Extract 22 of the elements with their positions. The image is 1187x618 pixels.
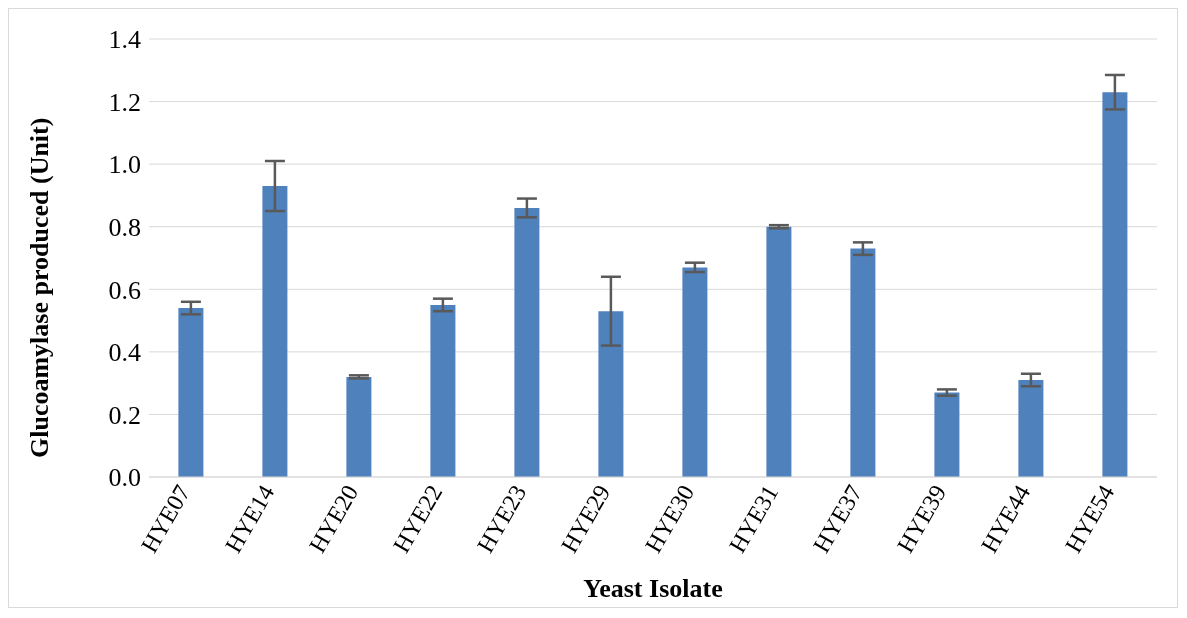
bar bbox=[1018, 380, 1044, 477]
y-tick-label: 0.0 bbox=[108, 463, 141, 493]
y-tick-label: 0.2 bbox=[108, 400, 141, 430]
y-tick-label: 0.4 bbox=[108, 338, 141, 368]
bar bbox=[1102, 92, 1128, 477]
y-axis-title: Glucoamylase produced (Unit) bbox=[25, 117, 55, 458]
bar bbox=[262, 186, 288, 477]
bar bbox=[682, 267, 708, 477]
y-tick-label: 0.6 bbox=[108, 275, 141, 305]
bar bbox=[514, 207, 540, 477]
bar bbox=[598, 311, 624, 477]
y-tick-label: 1.4 bbox=[108, 25, 141, 55]
y-tick-label: 1.0 bbox=[108, 150, 141, 180]
x-axis-title: Yeast Isolate bbox=[583, 574, 723, 603]
bar bbox=[346, 376, 372, 477]
bar bbox=[178, 308, 204, 477]
y-tick-label: 0.8 bbox=[108, 212, 141, 242]
bar bbox=[430, 304, 456, 477]
bar bbox=[766, 226, 792, 477]
bar bbox=[934, 392, 960, 477]
bar bbox=[850, 248, 876, 477]
y-tick-label: 1.2 bbox=[108, 87, 141, 117]
